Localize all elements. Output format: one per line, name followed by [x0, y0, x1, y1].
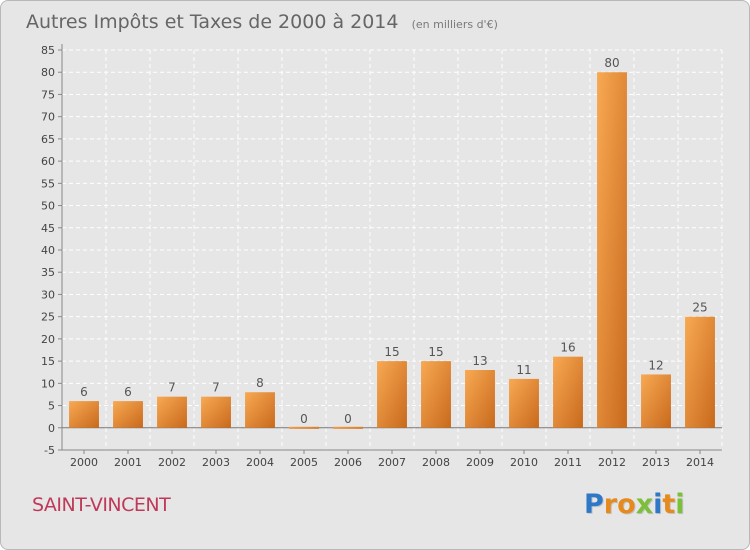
logo-letter: x	[635, 489, 654, 520]
data-label: 80	[604, 56, 619, 70]
data-label: 12	[648, 358, 663, 372]
logo-letter: t	[662, 489, 676, 520]
logo-letter: o	[617, 489, 636, 520]
y-tick-label: 75	[41, 88, 55, 101]
data-label: 6	[80, 385, 88, 399]
y-tick-label: 5	[48, 400, 55, 413]
bar	[465, 370, 495, 428]
y-tick-label: 10	[41, 377, 55, 390]
chart-title: Autres Impôts et Taxes de 2000 à 2014	[26, 11, 399, 33]
y-tick-label: -5	[44, 444, 55, 457]
logo-letter: P	[584, 489, 604, 520]
bar	[157, 396, 187, 428]
data-label: 13	[472, 354, 487, 368]
y-tick-label: 55	[41, 177, 55, 190]
x-tick-label: 2006	[334, 456, 362, 469]
bar	[553, 356, 583, 428]
proxiti-logo: Proxiti	[584, 489, 685, 520]
bar	[69, 401, 99, 428]
y-tick-label: 80	[41, 66, 55, 79]
y-tick-label: 25	[41, 311, 55, 324]
bar	[597, 72, 627, 428]
data-label: 6	[124, 385, 132, 399]
data-label: 7	[168, 381, 176, 395]
chart-unit: (en milliers d'€)	[412, 18, 498, 31]
bar	[641, 374, 671, 428]
x-tick-label: 2013	[642, 456, 670, 469]
x-tick-label: 2004	[246, 456, 274, 469]
x-tick-label: 2001	[114, 456, 142, 469]
x-tick-label: 2014	[686, 456, 714, 469]
y-tick-label: 30	[41, 288, 55, 301]
y-tick-label: 65	[41, 133, 55, 146]
y-tick-label: 15	[41, 355, 55, 368]
data-label: 8	[256, 376, 264, 390]
logo-letter: i	[653, 489, 663, 520]
commune-name: SAINT-VINCENT	[32, 494, 171, 516]
y-tick-label: 35	[41, 266, 55, 279]
chart-title-main: Autres Impôts et Taxes de 2000 à 2014 (e…	[26, 11, 498, 33]
y-tick-label: 60	[41, 155, 55, 168]
x-tick-label: 2002	[158, 456, 186, 469]
y-tick-label: 85	[41, 44, 55, 57]
data-label: 0	[344, 412, 352, 426]
y-tick-label: 45	[41, 222, 55, 235]
x-tick-label: 2008	[422, 456, 450, 469]
bar	[509, 378, 539, 428]
data-label: 0	[300, 412, 308, 426]
y-tick-label: 70	[41, 111, 55, 124]
bar	[245, 392, 275, 428]
data-label: 16	[560, 341, 575, 355]
x-tick-label: 2012	[598, 456, 626, 469]
bar	[421, 361, 451, 428]
bar	[201, 396, 231, 428]
x-tick-label: 2007	[378, 456, 406, 469]
data-label: 15	[428, 345, 443, 359]
x-tick-labels: 2000 2001 2002 2003 2004 2005 2006 2007 2008 2009…	[70, 456, 714, 469]
x-tick-label: 2010	[510, 456, 538, 469]
y-tick-label: 40	[41, 244, 55, 257]
logo-letter: i	[675, 489, 685, 520]
bar	[113, 401, 143, 428]
x-tick-label: 2009	[466, 456, 494, 469]
data-label: 11	[516, 363, 531, 377]
bars	[69, 72, 715, 429]
data-label: 7	[212, 381, 220, 395]
bar	[377, 361, 407, 428]
logo-letter: r	[603, 489, 618, 520]
y-tick-labels: -5 0 5 10 15 20 25 30 35 40 45 50 55 60 65 70 75 80 85	[41, 44, 55, 457]
bar	[289, 426, 319, 429]
bar	[333, 426, 363, 429]
y-tick-label: 20	[41, 333, 55, 346]
x-tick-label: 2011	[554, 456, 582, 469]
data-label: 15	[384, 345, 399, 359]
y-tick-label: 50	[41, 200, 55, 213]
x-tick-label: 2005	[290, 456, 318, 469]
x-tick-label: 2000	[70, 456, 98, 469]
bar	[685, 316, 715, 428]
y-tick-label: 0	[48, 422, 55, 435]
x-tick-label: 2003	[202, 456, 230, 469]
data-label: 25	[692, 301, 707, 315]
